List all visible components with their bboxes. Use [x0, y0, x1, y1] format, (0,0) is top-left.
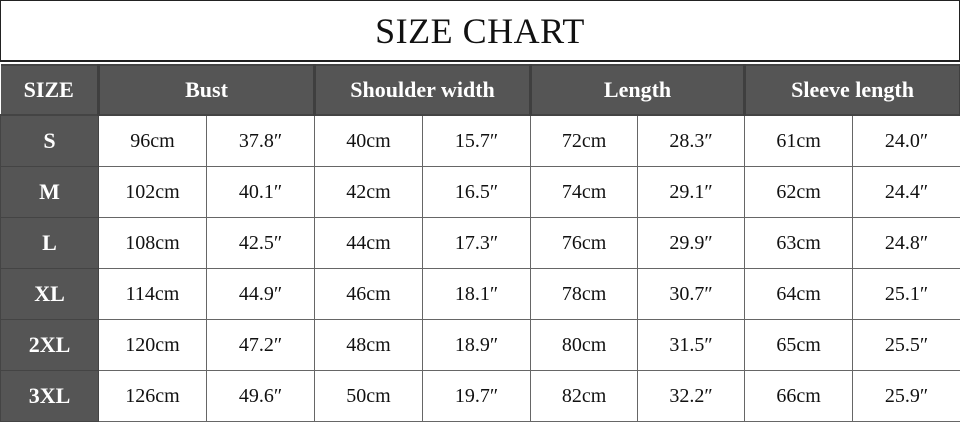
measurement-cell: 108cm [98, 217, 207, 269]
measurement-cell: 47.2″ [205, 319, 316, 371]
header-shoulder-width: Shoulder width [314, 64, 533, 116]
measurement-cell: 46cm [314, 268, 424, 320]
measurement-cell: 65cm [744, 319, 854, 371]
measurement-cell: 40cm [314, 114, 424, 167]
size-label: 2XL [0, 319, 99, 371]
measurement-cell: 42.5″ [205, 217, 316, 269]
measurement-cell: 40.1″ [205, 166, 316, 218]
measurement-cell: 50cm [314, 370, 424, 422]
title-box: SIZE CHART [0, 0, 960, 62]
size-label: XL [0, 268, 99, 320]
measurement-cell: 74cm [530, 166, 639, 218]
size-label: L [0, 217, 99, 269]
measurement-cell: 66cm [744, 370, 854, 422]
header-length: Length [530, 64, 747, 116]
measurement-cell: 102cm [98, 166, 207, 218]
size-label: 3XL [0, 370, 99, 422]
header-bust: Bust [98, 64, 317, 116]
measurement-cell: 44.9″ [205, 268, 316, 320]
measurement-cell: 18.1″ [422, 268, 532, 320]
table-row: XL 114cm 44.9″ 46cm 18.1″ 78cm 30.7″ 64cm 25.1″ [0, 268, 960, 320]
measurement-cell: 61cm [744, 114, 854, 167]
measurement-cell: 18.9″ [422, 319, 532, 371]
table-row: S 96cm 37.8″ 40cm 15.7″ 72cm 28.3″ 61cm 24.0″ [0, 114, 960, 167]
page-title: SIZE CHART [375, 10, 585, 51]
measurement-cell: 24.8″ [852, 217, 960, 269]
measurement-cell: 24.0″ [852, 114, 960, 167]
measurement-cell: 19.7″ [422, 370, 532, 422]
measurement-cell: 28.3″ [637, 114, 746, 167]
measurement-cell: 114cm [98, 268, 207, 320]
table-row: L 108cm 42.5″ 44cm 17.3″ 76cm 29.9″ 63cm 24.8″ [0, 217, 960, 269]
measurement-cell: 29.1″ [637, 166, 746, 218]
measurement-cell: 76cm [530, 217, 639, 269]
measurement-cell: 80cm [530, 319, 639, 371]
measurement-cell: 63cm [744, 217, 854, 269]
measurement-cell: 25.9″ [852, 370, 960, 422]
measurement-cell: 17.3″ [422, 217, 532, 269]
table-row: 3XL 126cm 49.6″ 50cm 19.7″ 82cm 32.2″ 66cm 25.9″ [0, 370, 960, 422]
measurement-cell: 62cm [744, 166, 854, 218]
measurement-cell: 82cm [530, 370, 639, 422]
header-row: SIZE Bust Shoulder width Length Sleeve l… [0, 64, 960, 116]
measurement-cell: 64cm [744, 268, 854, 320]
measurement-cell: 49.6″ [205, 370, 316, 422]
measurement-cell: 96cm [98, 114, 207, 167]
size-label: M [0, 166, 99, 218]
measurement-cell: 15.7″ [422, 114, 532, 167]
measurement-cell: 31.5″ [637, 319, 746, 371]
header-size: SIZE [0, 64, 100, 116]
measurement-cell: 37.8″ [205, 114, 316, 167]
measurement-cell: 16.5″ [422, 166, 532, 218]
header-sleeve-length: Sleeve length [744, 64, 960, 116]
measurement-cell: 78cm [530, 268, 639, 320]
measurement-cell: 44cm [314, 217, 424, 269]
measurement-cell: 30.7″ [637, 268, 746, 320]
measurement-cell: 42cm [314, 166, 424, 218]
measurement-cell: 48cm [314, 319, 424, 371]
size-chart-table: SIZE Bust Shoulder width Length Sleeve l… [0, 64, 960, 422]
measurement-cell: 25.1″ [852, 268, 960, 320]
measurement-cell: 32.2″ [637, 370, 746, 422]
table-row: 2XL 120cm 47.2″ 48cm 18.9″ 80cm 31.5″ 65cm 25.5″ [0, 319, 960, 371]
measurement-cell: 24.4″ [852, 166, 960, 218]
measurement-cell: 25.5″ [852, 319, 960, 371]
measurement-cell: 72cm [530, 114, 639, 167]
size-label: S [0, 114, 99, 167]
measurement-cell: 120cm [98, 319, 207, 371]
measurement-cell: 126cm [98, 370, 207, 422]
measurement-cell: 29.9″ [637, 217, 746, 269]
table-row: M 102cm 40.1″ 42cm 16.5″ 74cm 29.1″ 62cm 24.4″ [0, 166, 960, 218]
